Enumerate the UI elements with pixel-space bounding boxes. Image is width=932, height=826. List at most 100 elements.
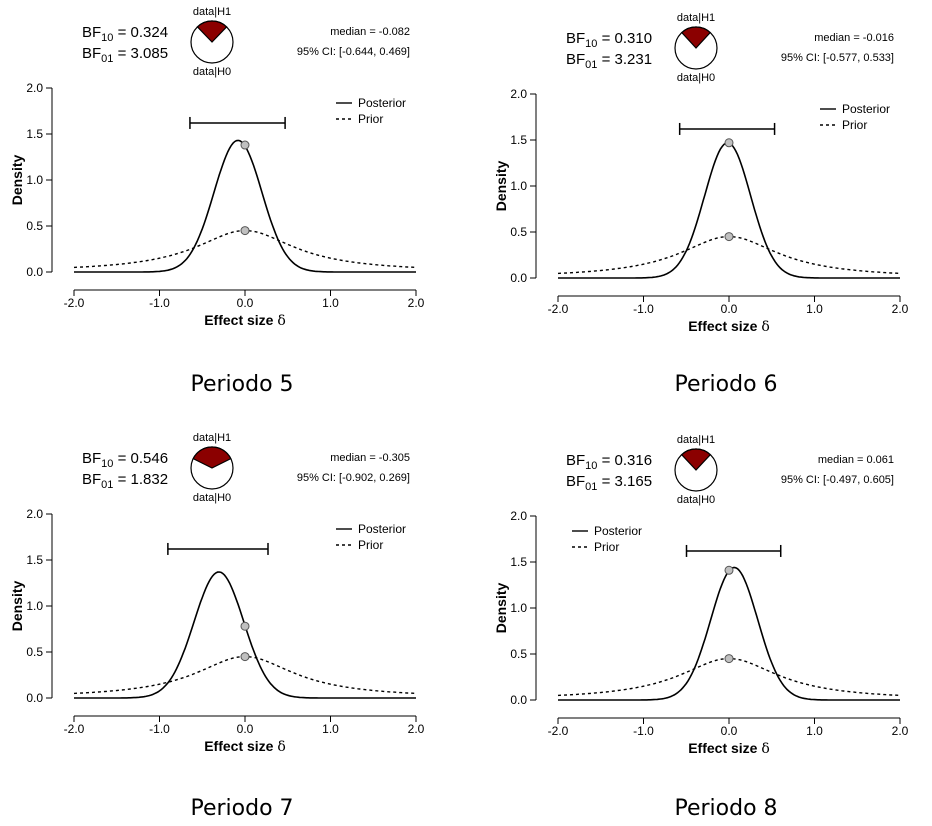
x-tick-label: 1.0 <box>322 722 339 736</box>
y-tick-label: 0.0 <box>26 691 43 705</box>
x-tick-label: 2.0 <box>408 722 425 736</box>
prior-curve <box>557 657 901 697</box>
x-tick-label: 0.0 <box>721 302 738 316</box>
y-tick-label: 1.5 <box>510 133 527 147</box>
x-tick-label: 1.0 <box>806 302 823 316</box>
panel-caption: Periodo 8 <box>674 796 778 821</box>
prior-point-at-zero <box>724 232 734 242</box>
x-axis-label: Effect size δ <box>688 318 770 335</box>
y-tick-label: 0.0 <box>26 265 43 279</box>
legend-posterior-label: Posterior <box>842 102 890 116</box>
posterior-curve <box>558 141 900 279</box>
posterior-point-at-zero <box>240 621 250 631</box>
y-tick-label: 1.5 <box>510 555 527 569</box>
x-tick-label: 1.0 <box>806 724 823 738</box>
prior-point-at-zero <box>240 652 250 662</box>
y-axis-label: Density <box>493 583 509 634</box>
legend-posterior-label: Posterior <box>594 524 642 538</box>
pie-label-h0: data|H0 <box>677 494 715 506</box>
y-tick-label: 1.0 <box>26 599 43 613</box>
y-tick-label: 0.5 <box>510 647 527 661</box>
x-axis-label: Effect size δ <box>688 740 770 757</box>
y-tick-label: 1.5 <box>26 127 43 141</box>
pie-label-h1: data|H1 <box>193 6 231 18</box>
y-tick-label: 0.0 <box>510 693 527 707</box>
y-tick-label: 1.5 <box>26 553 43 567</box>
posterior-point-at-zero <box>240 140 250 150</box>
x-axis-label: Effect size δ <box>204 738 286 755</box>
y-tick-label: 2.0 <box>510 509 527 523</box>
x-tick-label: -2.0 <box>64 296 85 310</box>
x-tick-label: 0.0 <box>237 722 254 736</box>
x-tick-label: -1.0 <box>149 722 170 736</box>
legend-posterior-label: Posterior <box>358 522 406 536</box>
pie-h1-slice <box>680 448 712 471</box>
pie-h1-slice <box>192 446 232 469</box>
y-axis-label: Density <box>9 581 25 632</box>
posterior-curve <box>74 571 416 699</box>
y-tick-label: 1.0 <box>510 179 527 193</box>
x-tick-label: 2.0 <box>892 302 909 316</box>
x-tick-label: -2.0 <box>548 302 569 316</box>
y-axis-label: Density <box>9 155 25 206</box>
bf01-label: BF01 = 3.085 <box>82 45 168 65</box>
y-tick-label: 2.0 <box>26 507 43 521</box>
y-tick-label: 1.0 <box>26 173 43 187</box>
pie-label-h0: data|H0 <box>677 72 715 84</box>
pie-label-h1: data|H1 <box>677 434 715 446</box>
prior-point-at-zero <box>724 654 734 664</box>
panel-caption: Periodo 6 <box>674 372 778 397</box>
y-tick-label: 2.0 <box>26 81 43 95</box>
x-tick-label: 1.0 <box>322 296 339 310</box>
y-tick-label: 0.5 <box>510 225 527 239</box>
credible-interval-text: 95% CI: [-0.644, 0.469] <box>297 46 410 58</box>
posterior-point-at-zero <box>724 565 734 575</box>
credible-interval-text: 95% CI: [-0.902, 0.269] <box>297 472 410 484</box>
median-text: median = 0.061 <box>818 454 894 466</box>
y-tick-label: 0.0 <box>510 271 527 285</box>
median-text: median = -0.082 <box>330 26 410 38</box>
posterior-curve <box>74 139 416 273</box>
pie-h1-slice <box>196 20 228 43</box>
prior-curve <box>557 235 901 275</box>
pie-h1-slice <box>680 26 712 49</box>
bf10-label: BF10 = 0.316 <box>566 452 652 472</box>
posterior-curve <box>558 566 900 701</box>
prior-curve <box>73 655 417 695</box>
y-tick-label: 2.0 <box>510 87 527 101</box>
x-tick-label: 2.0 <box>892 724 909 738</box>
credible-interval-text: 95% CI: [-0.577, 0.533] <box>781 52 894 64</box>
median-text: median = -0.016 <box>814 32 894 44</box>
legend-prior-label: Prior <box>594 540 619 554</box>
x-tick-label: -1.0 <box>149 296 170 310</box>
x-tick-label: 0.0 <box>721 724 738 738</box>
y-axis-label: Density <box>493 161 509 212</box>
credible-interval-text: 95% CI: [-0.497, 0.605] <box>781 474 894 486</box>
bf10-label: BF10 = 0.546 <box>82 450 168 470</box>
x-tick-label: -1.0 <box>633 724 654 738</box>
x-axis-label: Effect size δ <box>204 312 286 329</box>
x-tick-label: -2.0 <box>64 722 85 736</box>
posterior-point-at-zero <box>724 138 734 148</box>
pie-label-h0: data|H0 <box>193 66 231 78</box>
bf10-label: BF10 = 0.310 <box>566 30 652 50</box>
median-text: median = -0.305 <box>330 452 410 464</box>
bf10-label: BF10 = 0.324 <box>82 24 168 44</box>
x-tick-label: -1.0 <box>633 302 654 316</box>
panel-caption: Periodo 7 <box>190 796 294 821</box>
y-tick-label: 0.5 <box>26 219 43 233</box>
pie-label-h1: data|H1 <box>193 432 231 444</box>
bf01-label: BF01 = 3.231 <box>566 51 652 71</box>
panel-caption: Periodo 5 <box>190 372 294 397</box>
x-tick-label: 2.0 <box>408 296 425 310</box>
x-tick-label: -2.0 <box>548 724 569 738</box>
prior-curve <box>73 229 417 269</box>
y-tick-label: 0.5 <box>26 645 43 659</box>
legend-prior-label: Prior <box>842 118 867 132</box>
legend-prior-label: Prior <box>358 112 383 126</box>
pie-label-h0: data|H0 <box>193 492 231 504</box>
